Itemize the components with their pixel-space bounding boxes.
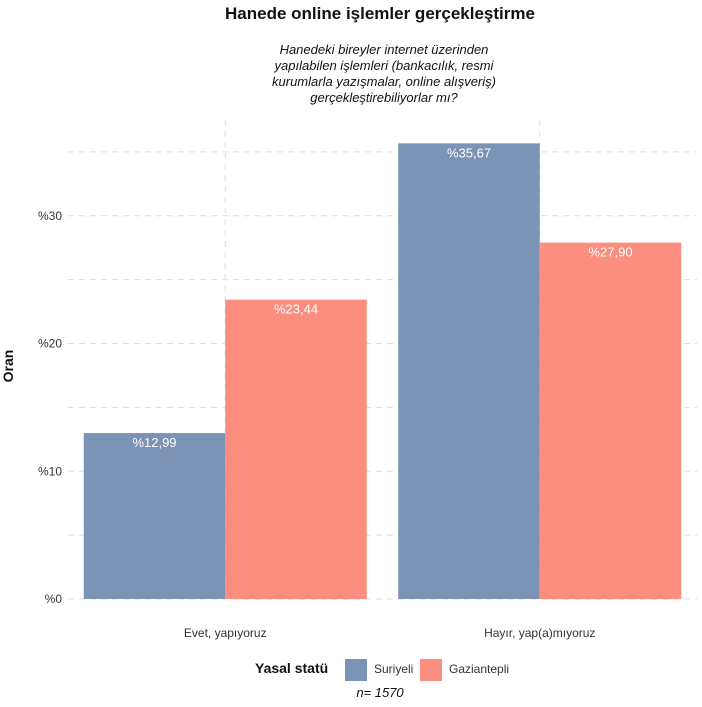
y-axis-label: Oran	[0, 350, 16, 383]
bar-gaziantepli-0	[225, 299, 367, 599]
chart-title: Hanede online işlemler gerçekleştirme	[225, 4, 535, 23]
bar-gaziantepli-1	[539, 242, 682, 599]
sample-size-caption: n= 1570	[356, 685, 404, 700]
legend-label-suriyeli: Suriyeli	[374, 662, 413, 676]
bar-label-layer: %12,99 %35,67 %23,44 %27,90	[132, 145, 632, 450]
x-tick-label: Hayır, yap(a)mıyoruz	[484, 626, 595, 640]
bar-value-label: %23,44	[274, 302, 318, 317]
y-tick-label: %20	[38, 337, 62, 351]
y-tick-label: %30	[38, 209, 62, 223]
chart-subtitle-line-1: Hanedeki bireyler internet üzerinden	[280, 42, 489, 57]
legend-swatch-gaziantepli	[420, 659, 442, 681]
bar-suriyeli-0	[83, 433, 226, 599]
bar-value-label: %12,99	[132, 435, 176, 450]
bar-layer	[83, 143, 682, 600]
y-tick-label: %10	[38, 464, 62, 478]
x-tick-label: Evet, yapıyoruz	[184, 626, 267, 640]
legend-label-gaziantepli: Gaziantepli	[449, 662, 509, 676]
x-tick-labels: Evet, yapıyoruz Hayır, yap(a)mıyoruz	[184, 626, 596, 640]
chart-subtitle-line-2: yapılabilen işlemleri (bankacılık, resmi	[274, 58, 495, 73]
y-tick-labels: %0 %10 %20 %30	[38, 209, 62, 606]
bar-value-label: %35,67	[447, 145, 491, 160]
y-tick-label: %0	[45, 592, 63, 606]
legend: Yasal statü Suriyeli Gaziantepli	[255, 659, 509, 681]
chart-subtitle-line-4: gerçekleştirebiliyorlar mı?	[310, 90, 458, 105]
legend-title: Yasal statü	[255, 660, 328, 676]
legend-swatch-suriyeli	[345, 659, 367, 681]
bar-value-label: %27,90	[588, 245, 632, 260]
chart-subtitle-line-3: kurumlarla yazışmalar, online alışveriş)	[272, 74, 496, 89]
bar-suriyeli-1	[398, 143, 540, 600]
